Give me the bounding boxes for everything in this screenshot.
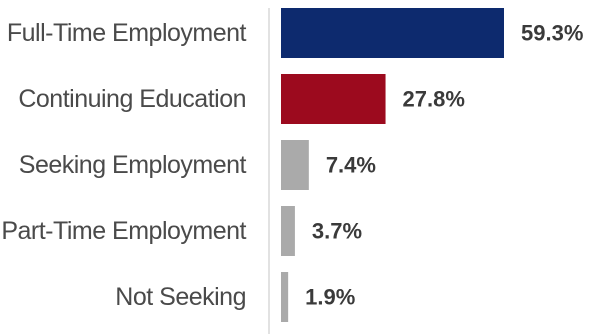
value-label-full-time-employment: 59.3% xyxy=(521,21,583,46)
category-label-not-seeking: Not Seeking xyxy=(115,283,246,311)
category-label-part-time-employment: Part-Time Employment xyxy=(1,217,246,245)
bar-seeking-employment xyxy=(281,140,309,190)
value-label-continuing-education: 27.8% xyxy=(403,87,465,112)
bar-continuing-education xyxy=(281,74,386,124)
bar-full-time-employment xyxy=(281,8,504,58)
category-label-full-time-employment: Full-Time Employment xyxy=(7,19,247,47)
bars-layer: Full-Time Employment 59.3% Continuing Educ… xyxy=(1,8,583,322)
value-label-not-seeking: 1.9% xyxy=(305,285,355,310)
value-label-part-time-employment: 3.7% xyxy=(312,219,362,244)
category-label-seeking-employment: Seeking Employment xyxy=(19,151,247,179)
value-label-seeking-employment: 7.4% xyxy=(326,153,376,178)
bar-not-seeking xyxy=(281,272,289,322)
category-label-continuing-education: Continuing Education xyxy=(18,85,246,113)
bar-part-time-employment xyxy=(281,206,295,256)
